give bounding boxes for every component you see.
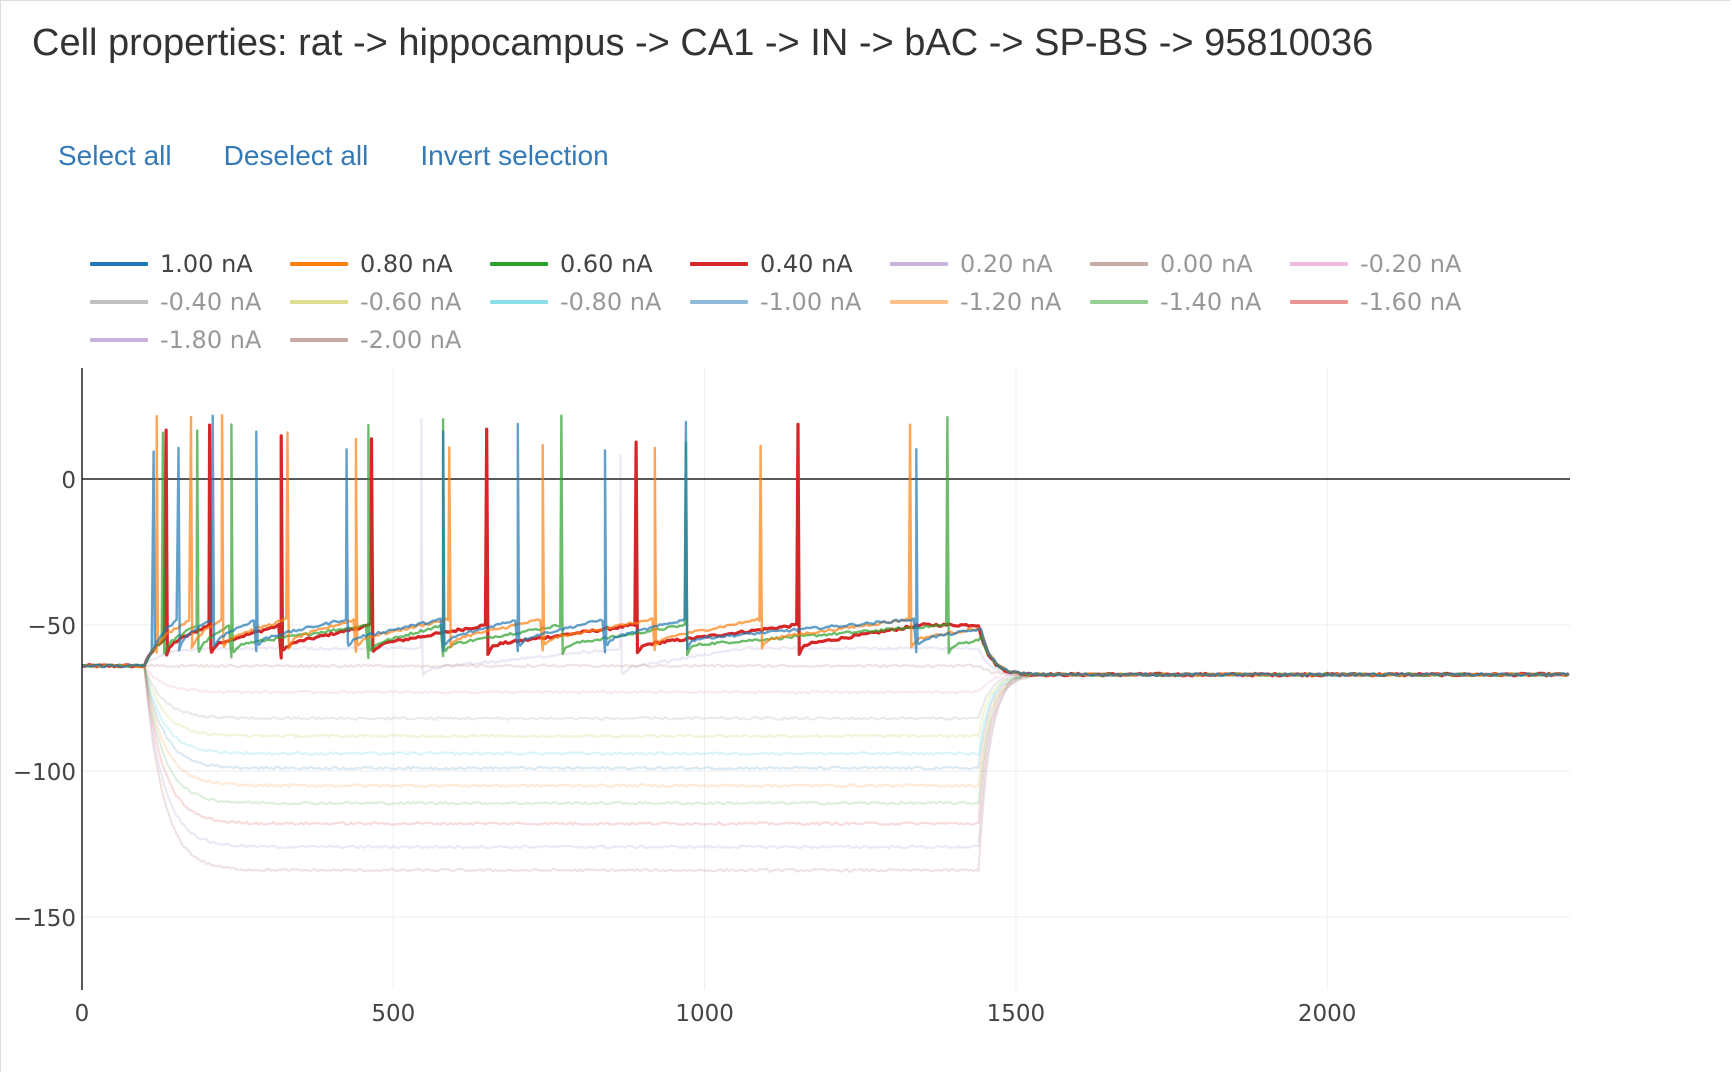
legend-item[interactable]: -1.60 nA: [1290, 288, 1461, 316]
legend-swatch: [490, 300, 548, 304]
select-all-link[interactable]: Select all: [58, 140, 172, 171]
legend-label: -1.00 nA: [760, 288, 862, 316]
legend-swatch: [1290, 300, 1348, 304]
deselect-all-link[interactable]: Deselect all: [223, 140, 369, 171]
legend-swatch: [290, 262, 348, 266]
x-tick-label: 0: [75, 1001, 90, 1027]
trace--1-40-nA: [81, 663, 1570, 806]
legend-label: 0.60 nA: [560, 250, 653, 278]
legend-swatch: [490, 262, 548, 266]
legend-label: 0.20 nA: [960, 250, 1053, 278]
trace-0-40-nA: [81, 422, 1570, 678]
legend-item[interactable]: -1.00 nA: [690, 288, 861, 316]
legend-swatch: [690, 300, 748, 304]
legend-label: -1.40 nA: [1160, 288, 1262, 316]
y-tick-label: 0: [61, 468, 76, 494]
selection-controls: Select all Deselect all Invert selection: [58, 140, 609, 172]
legend-label: -2.00 nA: [360, 326, 462, 354]
legend-swatch: [290, 300, 348, 304]
legend-item[interactable]: -0.40 nA: [90, 288, 261, 316]
legend-item[interactable]: -0.80 nA: [490, 288, 661, 316]
x-tick-label: 1000: [675, 1001, 734, 1027]
x-tick-label: 500: [371, 1001, 415, 1027]
y-tick-label: −150: [13, 906, 76, 932]
trace-0-60-nA: [81, 414, 1569, 678]
legend-item[interactable]: -1.80 nA: [90, 326, 261, 354]
legend-item[interactable]: -1.40 nA: [1090, 288, 1261, 316]
legend-label: -0.80 nA: [560, 288, 662, 316]
legend-item[interactable]: -0.20 nA: [1290, 250, 1461, 278]
legend-swatch: [90, 338, 148, 342]
legend-item[interactable]: 0.60 nA: [490, 250, 653, 278]
legend-item[interactable]: -2.00 nA: [290, 326, 461, 354]
trace--1-60-nA: [82, 663, 1570, 826]
legend-swatch: [1090, 300, 1148, 304]
legend-swatch: [890, 262, 948, 266]
legend-label: -0.60 nA: [360, 288, 462, 316]
legend-swatch: [690, 262, 748, 266]
legend-item[interactable]: -0.60 nA: [290, 288, 461, 316]
legend-swatch: [90, 262, 148, 266]
legend-item[interactable]: 0.80 nA: [290, 250, 453, 278]
legend-swatch: [890, 300, 948, 304]
legend-item[interactable]: -1.20 nA: [890, 288, 1061, 316]
legend-label: 0.80 nA: [360, 250, 453, 278]
legend-label: -1.20 nA: [960, 288, 1062, 316]
legend-label: -0.40 nA: [160, 288, 262, 316]
trace-1-00-nA: [81, 414, 1570, 678]
trace--0-80-nA: [81, 663, 1570, 756]
legend-swatch: [290, 338, 348, 342]
legend-label: -0.20 nA: [1360, 250, 1462, 278]
axes: 0 500 1000 1500 2000 0 −50 −100 −150: [13, 368, 1357, 1027]
x-tick-label: 2000: [1298, 1001, 1357, 1027]
grid-lines: [82, 368, 1570, 990]
legend-label: 0.40 nA: [760, 250, 853, 278]
legend-item[interactable]: 0.40 nA: [690, 250, 853, 278]
legend-item[interactable]: 0.20 nA: [890, 250, 1053, 278]
x-tick-label: 1500: [987, 1001, 1046, 1027]
invert-selection-link[interactable]: Invert selection: [420, 140, 609, 171]
legend-item[interactable]: 1.00 nA: [90, 250, 253, 278]
trace--0-20-nA: [81, 663, 1570, 695]
y-tick-label: −50: [27, 614, 76, 640]
trace-0-80-nA: [81, 414, 1569, 678]
legend-swatch: [1290, 262, 1348, 266]
faded-traces: [81, 417, 1570, 873]
legend-swatch: [1090, 262, 1148, 266]
legend-label: 1.00 nA: [160, 250, 253, 278]
selected-traces: [81, 414, 1570, 678]
legend-label: -1.80 nA: [160, 326, 262, 354]
y-tick-label: −100: [13, 760, 76, 786]
legend-label: -1.60 nA: [1360, 288, 1462, 316]
legend-label: 0.00 nA: [1160, 250, 1253, 278]
page-title: Cell properties: rat -> hippocampus -> C…: [32, 22, 1374, 64]
trace-0-20-nA: [81, 417, 1570, 677]
legend-item[interactable]: 0.00 nA: [1090, 250, 1253, 278]
legend-swatch: [90, 300, 148, 304]
